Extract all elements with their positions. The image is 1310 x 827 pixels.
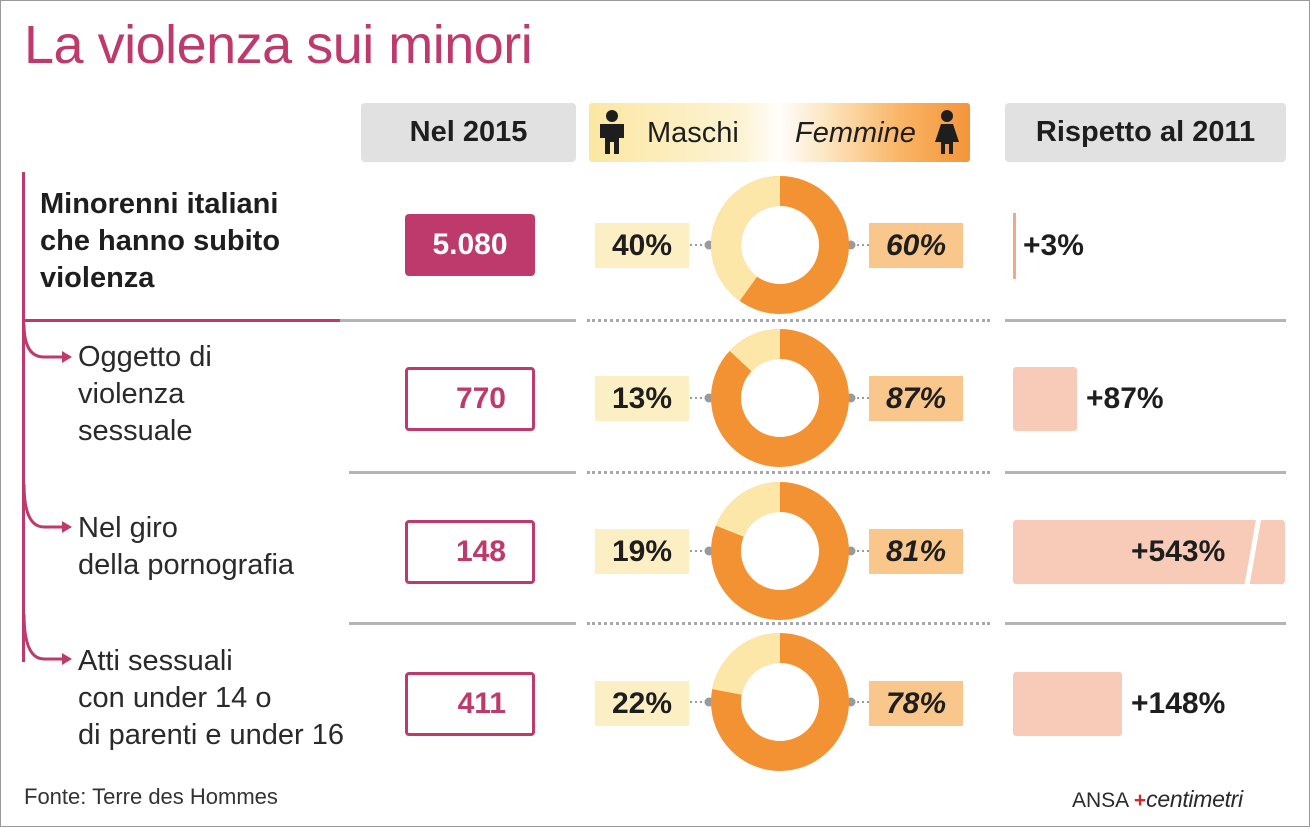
row-separator: [349, 471, 576, 474]
change-bar: [1013, 213, 1016, 279]
header-change-label: Rispetto al 2011: [1035, 116, 1256, 148]
header-female-label: Femmine: [795, 117, 916, 149]
donut-slice-male: [711, 633, 849, 771]
source-note: Fonte: Terre des Hommes: [24, 784, 278, 809]
row-label-sexual: Oggetto di violenza sessuale: [78, 341, 212, 447]
branch-arrow-icon: [22, 484, 72, 533]
female-pct-box: 78%: [869, 681, 963, 726]
tree-line: [22, 172, 25, 662]
brand-agency: ANSA: [1072, 789, 1129, 812]
row-separator-dotted: [587, 319, 990, 322]
row-separator: [340, 319, 576, 322]
count-box: 770: [405, 367, 535, 431]
axis-break-icon: [1244, 517, 1262, 585]
female-person-icon: [935, 110, 959, 154]
count-box: 411: [405, 672, 535, 736]
brand-mark: +: [1133, 789, 1147, 812]
female-pct-box: 81%: [869, 529, 963, 574]
header-count-label: Nel 2015: [409, 116, 528, 148]
header-gender: Maschi Femmine: [589, 103, 970, 162]
male-pct: 13%: [611, 381, 673, 415]
page-title: La violenza sui minori: [24, 15, 533, 75]
count-box: 5.080: [405, 214, 535, 276]
count-value: 5.080: [432, 228, 508, 261]
female-pct: 81%: [885, 534, 947, 568]
row-separator: [349, 622, 576, 625]
row-label-under14: Atti sessuali con under 14 o di parenti …: [78, 645, 345, 751]
row-separator: [1005, 622, 1286, 625]
donut-slice-male: [711, 176, 849, 314]
female-pct: 78%: [885, 686, 947, 720]
donut-chart: [690, 633, 870, 771]
row-separator-dotted: [587, 471, 990, 474]
row-separator: [1005, 319, 1286, 322]
female-pct: 87%: [885, 381, 947, 415]
male-pct: 22%: [611, 686, 673, 720]
male-person-icon: [600, 110, 624, 154]
female-pct: 60%: [885, 228, 947, 262]
count-value: 148: [455, 535, 506, 568]
male-pct: 40%: [611, 228, 673, 262]
row-separator: [1005, 471, 1286, 474]
header-male-label: Maschi: [647, 117, 739, 149]
male-pct-box: 22%: [595, 681, 689, 726]
change-value: +3%: [1023, 229, 1084, 262]
brand-logo: ANSA +centimetri: [1072, 786, 1243, 813]
female-pct-box: 60%: [869, 223, 963, 268]
row-separator-dotted: [587, 622, 990, 625]
branch-arrow-icon: [22, 614, 72, 665]
female-pct-box: 87%: [869, 376, 963, 421]
count-value: 411: [457, 687, 506, 720]
change-bar: [1013, 520, 1285, 584]
header-change: Rispetto al 2011: [1005, 103, 1286, 162]
row-label-main: Minorenni italiani che hanno subito viol…: [40, 188, 281, 294]
donut-slice-male: [711, 329, 849, 467]
donut-slice-male: [711, 482, 849, 620]
change-bar: [1013, 672, 1122, 736]
change-value: +543%: [1131, 535, 1226, 568]
donut-chart: [690, 482, 870, 620]
male-pct-box: 40%: [595, 223, 689, 268]
header-count: Nel 2015: [361, 103, 576, 162]
count-value: 770: [455, 382, 506, 415]
main-underline: [22, 319, 340, 322]
count-box: 148: [405, 520, 535, 584]
male-pct-box: 19%: [595, 529, 689, 574]
male-pct: 19%: [611, 534, 673, 568]
change-value: +87%: [1086, 382, 1164, 415]
donut-chart: [690, 329, 870, 467]
branch-arrow-icon: [22, 324, 72, 363]
donut-chart: [690, 176, 870, 314]
brand-name: centimetri: [1146, 786, 1243, 812]
male-pct-box: 13%: [595, 376, 689, 421]
row-label-pornography: Nel giro della pornografia: [78, 512, 295, 581]
change-value: +148%: [1131, 687, 1226, 720]
change-bar: [1013, 367, 1077, 431]
